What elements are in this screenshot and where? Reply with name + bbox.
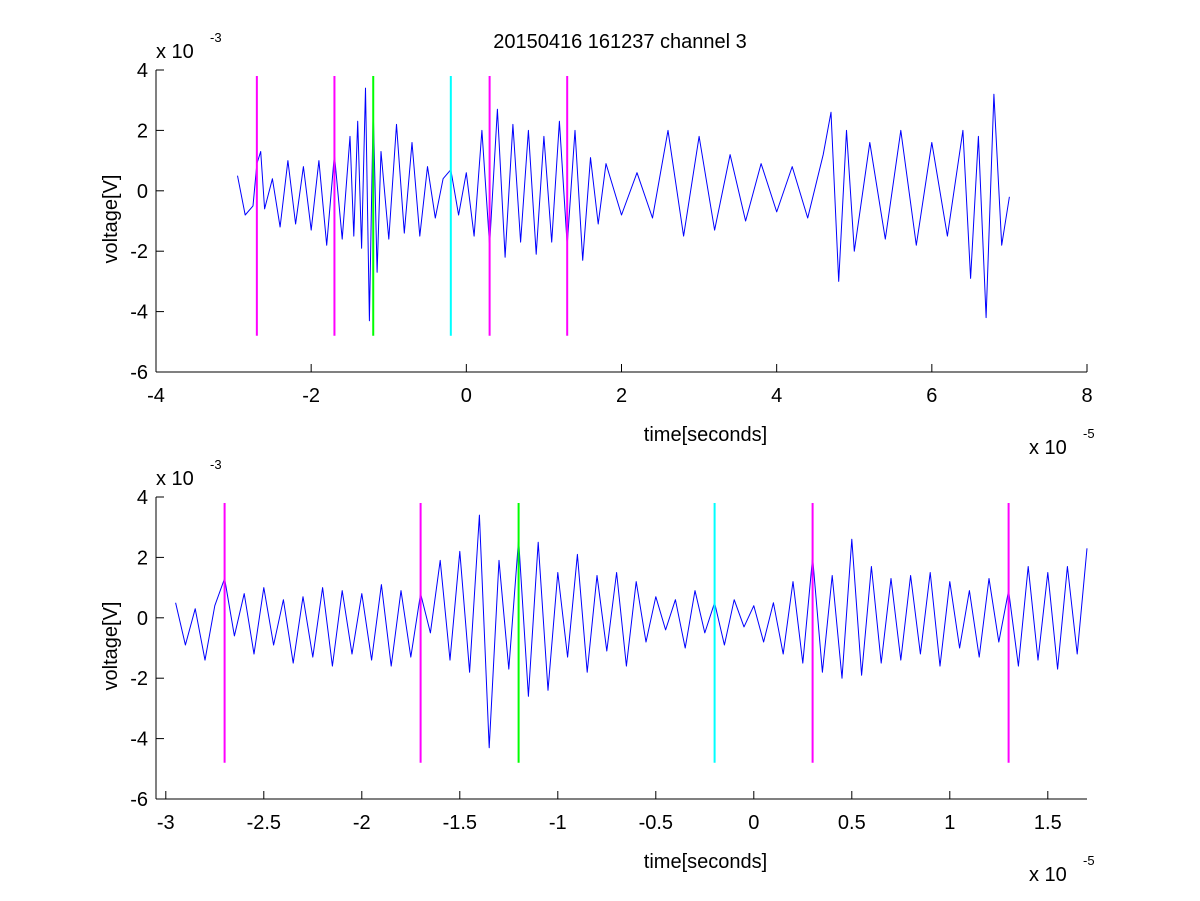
y-tick-label: -6 <box>130 362 148 384</box>
y-tick-label: 0 <box>137 608 148 630</box>
x-exponent-power: -5 <box>1083 426 1095 441</box>
x-tick-label: -2.5 <box>247 812 281 834</box>
y-tick-label: 4 <box>137 487 148 509</box>
x-tick-label: -3 <box>157 812 175 834</box>
x-tick-label: -1 <box>549 812 567 834</box>
x-tick-label: 1.5 <box>1034 812 1062 834</box>
x-tick-label: -1.5 <box>443 812 477 834</box>
bottom-subplot: -3 -2.5 -2 -1.5 -1 -0.5 0 0.5 1 1.5 -6 -4 -2 0 2 4 time[… <box>100 457 1095 886</box>
y-tick-label: 4 <box>137 60 148 82</box>
y-axis-label: voltage[V] <box>100 175 122 264</box>
x-axis-label: time[seconds] <box>644 424 767 446</box>
y-exponent-label: x 10 <box>156 41 194 63</box>
x-tick-label: -2 <box>302 385 320 407</box>
y-exponent-power: -3 <box>210 30 222 45</box>
x-tick-label: 1 <box>944 812 955 834</box>
y-tick-label: -4 <box>130 302 148 324</box>
figure-title: 20150416 161237 channel 3 <box>493 31 747 53</box>
y-tick-label: -2 <box>130 668 148 690</box>
y-tick-label: 2 <box>137 120 148 142</box>
y-tick-label: -6 <box>130 789 148 811</box>
x-tick-label: -0.5 <box>639 812 673 834</box>
x-exponent-label: x 10 <box>1029 864 1067 886</box>
y-tick-label: -4 <box>130 729 148 751</box>
x-tick-label: 8 <box>1081 385 1092 407</box>
x-tick-label: -4 <box>147 385 165 407</box>
y-tick-label: 0 <box>137 181 148 203</box>
x-exponent-power: -5 <box>1083 853 1095 868</box>
x-tick-label: 0 <box>748 812 759 834</box>
y-axis-label: voltage[V] <box>100 602 122 691</box>
y-tick-label: -2 <box>130 241 148 263</box>
x-tick-label: -2 <box>353 812 371 834</box>
x-tick-label: 6 <box>926 385 937 407</box>
y-tick-label: 2 <box>137 547 148 569</box>
top-subplot: -4 -2 0 2 4 6 8-6-4-2024time[seconds]voltage[V… <box>100 30 1095 459</box>
x-exponent-label: x 10 <box>1029 437 1067 459</box>
y-exponent-power: -3 <box>210 457 222 472</box>
x-tick-label: 0 <box>461 385 472 407</box>
x-tick-label: 4 <box>771 385 782 407</box>
y-exponent-label: x 10 <box>156 468 194 490</box>
signal-line <box>175 514 1088 749</box>
x-axis-label: time[seconds] <box>644 851 767 873</box>
x-tick-label: 0.5 <box>838 812 866 834</box>
x-tick-label: 2 <box>616 385 627 407</box>
